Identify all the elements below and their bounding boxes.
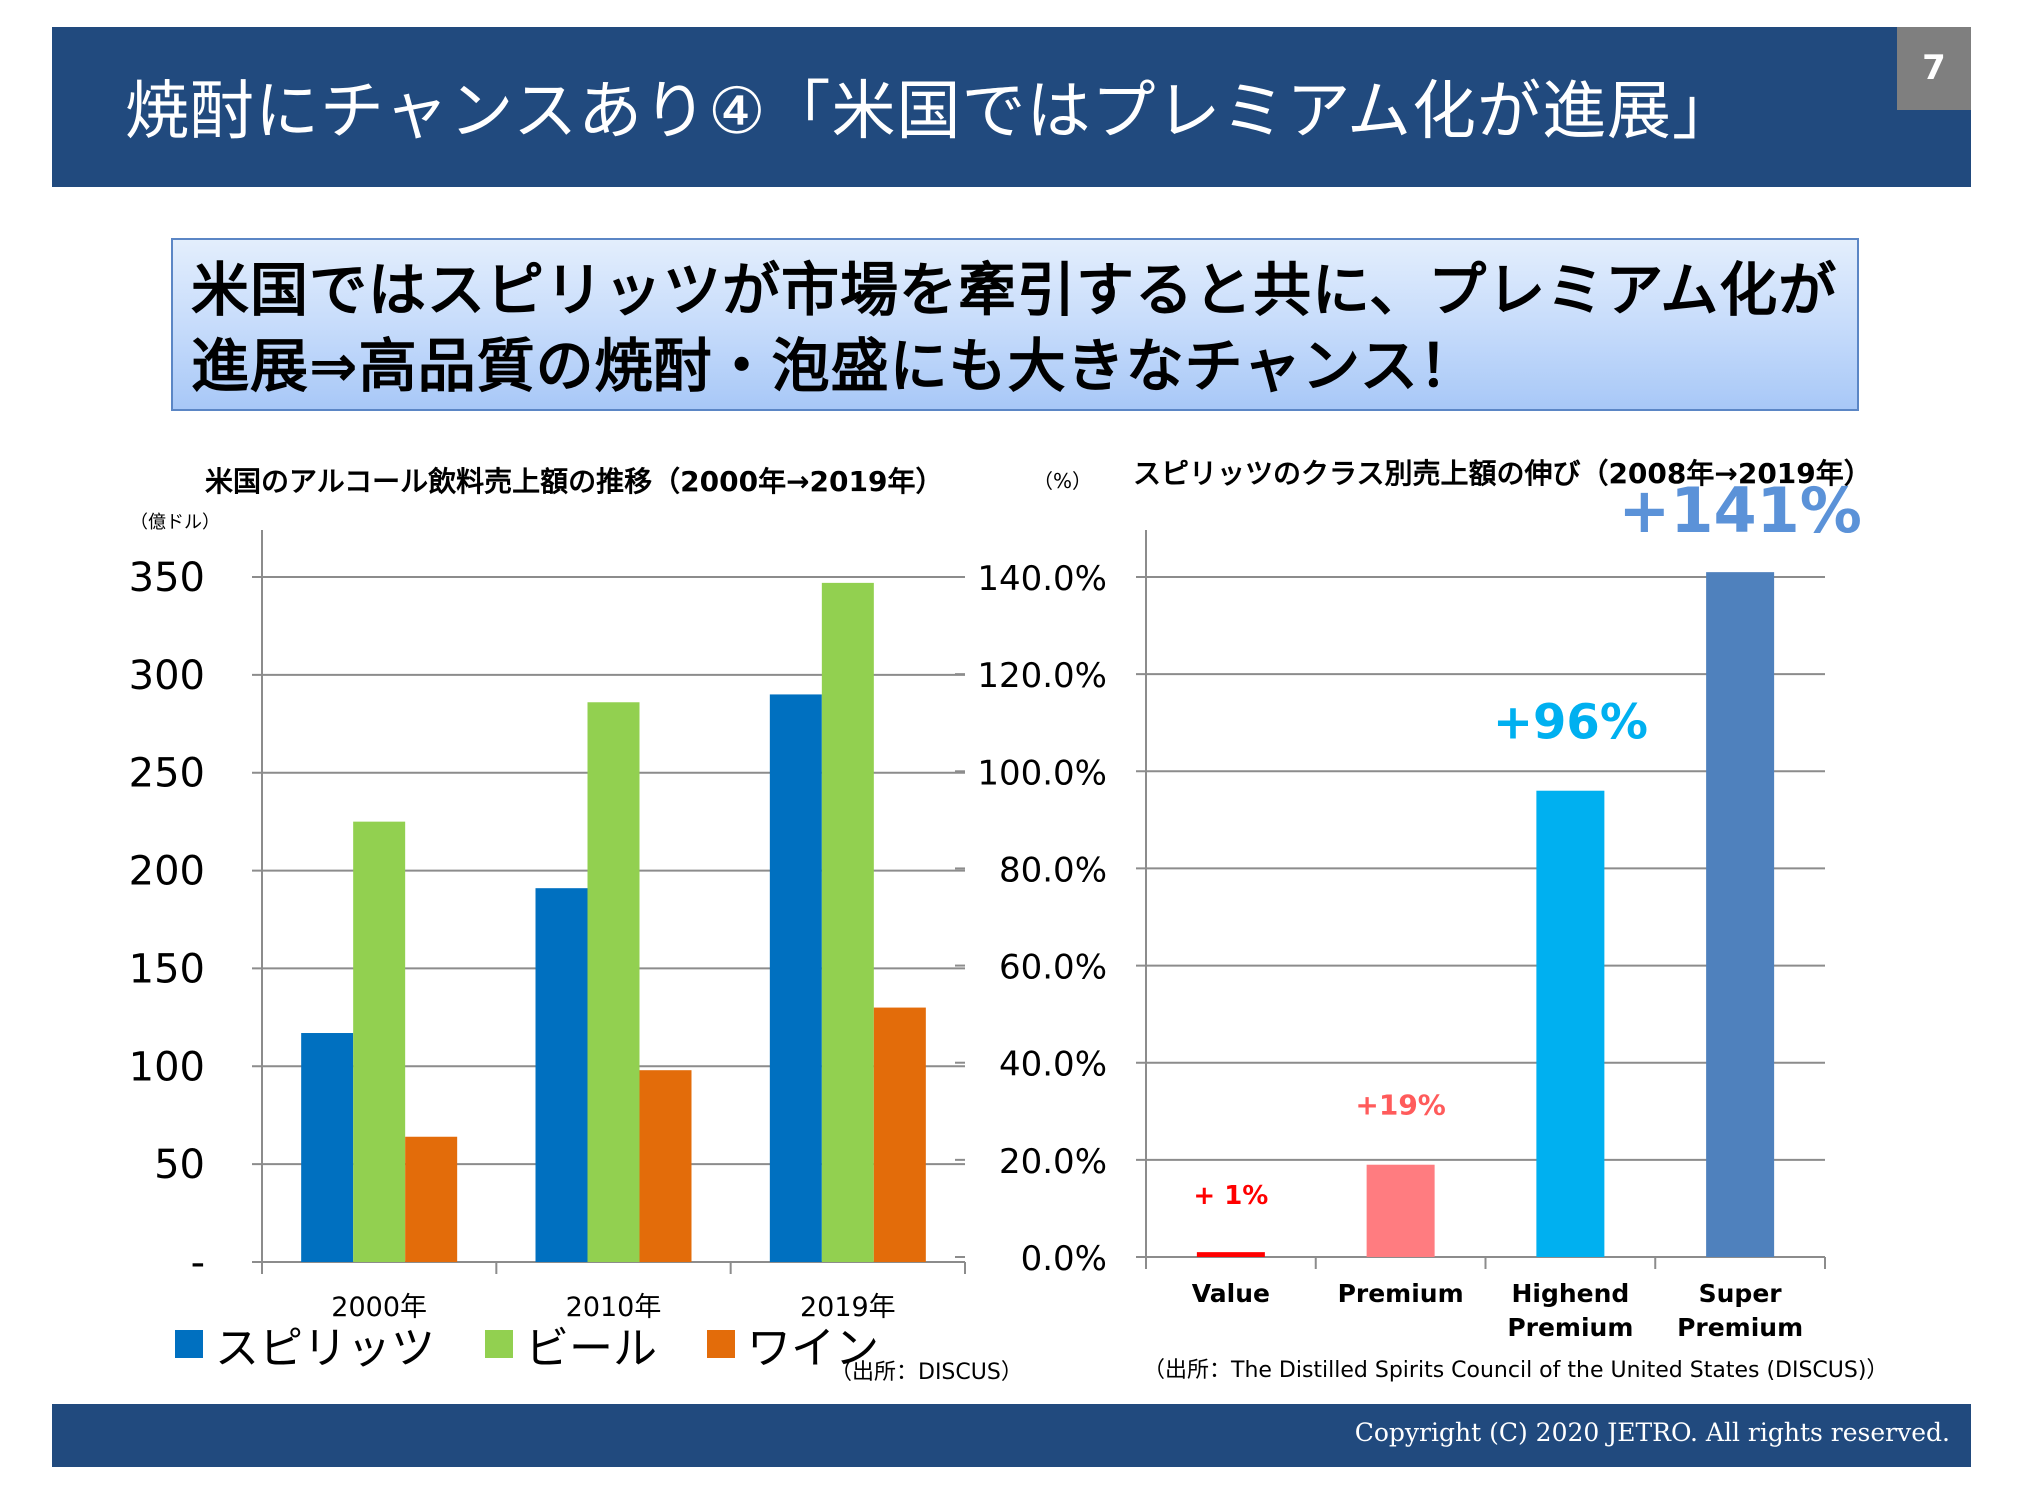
legend-label-spirits: スピリッツ [215,1323,435,1374]
left-chart-source: （出所：DISCUS） [830,1360,1023,1385]
right-bar [1196,1252,1265,1257]
right-data-label: +141% [1618,474,1862,547]
slide-title: 焼酎にチャンスあり④「米国ではプレミアム化が進展」 [125,75,1737,149]
left-bar-wine [639,1070,692,1262]
right-x-tick-label: Super [1699,1279,1783,1308]
left-y-tick-label: 300 [129,653,205,699]
right-bar [1366,1164,1435,1257]
left-y-tick-label: 200 [129,849,205,895]
left-y-tick-label: 50 [154,1142,205,1188]
right-x-tick-label: Highend [1511,1279,1629,1308]
key-message-box [171,238,1859,411]
slide-footer-bar [52,1404,1971,1467]
left-bar-spirits [301,1033,354,1262]
left-chart-legend: スピリッツ ビール ワイン [175,1312,879,1376]
left-bar-wine [405,1136,458,1262]
right-y-tick-label: 40.0% [999,1045,1107,1085]
copyright-text: Copyright (C) 2020 JETRO. All rights res… [1354,1418,1950,1447]
right-x-tick-label: Value [1192,1279,1270,1308]
left-bar-beer [353,821,406,1262]
right-chart-source: （出所：The Distilled Spirits Council of the… [1143,1358,1889,1383]
left-y-tick-label: 150 [129,946,205,992]
left-y-tick-label: 250 [129,751,205,797]
key-message-line-1: 米国ではスピリッツが市場を牽引すると共に、プレミアム化が [191,256,1838,324]
left-x-tick-label: 2000年 [331,1292,427,1323]
legend-swatch-beer [485,1330,513,1358]
legend-label-beer: ビール [525,1323,657,1374]
right-x-tick-label: Premium [1338,1279,1464,1308]
left-x-tick-label: 2019年 [800,1292,896,1323]
left-chart-y-unit: （億ドル） [130,512,220,533]
right-data-label: + 1% [1193,1181,1268,1211]
key-message-line-2: 進展⇒高品質の焼酎・泡盛にも大きなチャンス！ [191,332,1478,400]
legend-label-wine: ワイン [747,1323,879,1374]
left-chart-title: 米国のアルコール飲料売上額の推移（2000年→2019年） [205,465,944,498]
page-number: 7 [1897,27,1971,110]
right-bar [1706,572,1775,1257]
legend-item-spirits: スピリッツ [175,1312,435,1376]
right-y-tick-label: 120.0% [977,656,1107,696]
left-bar-beer [821,582,874,1262]
left-x-tick-label: 2010年 [566,1292,662,1323]
right-y-tick-label: 80.0% [999,850,1107,890]
right-x-tick-label: Premium [1507,1313,1633,1342]
right-y-tick-label: 20.0% [999,1142,1107,1182]
right-data-label: +96% [1493,695,1648,751]
right-chart-y-unit: （%） [1033,469,1093,493]
left-bar-wine [873,1007,926,1262]
right-y-tick-label: 0.0% [1021,1239,1107,1279]
left-y-tick-label: - [191,1240,205,1286]
right-x-tick-label: Premium [1677,1313,1803,1342]
legend-item-beer: ビール [485,1312,657,1376]
right-chart-title: スピリッツのクラス別売上額の伸び（2008年→2019年） [1133,457,1872,490]
right-y-tick-label: 100.0% [977,753,1107,793]
left-bar-beer [587,702,640,1262]
left-bar-spirits [769,694,822,1262]
right-data-label: +19% [1355,1089,1445,1122]
right-y-tick-label: 60.0% [999,948,1107,988]
left-y-tick-label: 100 [129,1044,205,1090]
legend-swatch-spirits [175,1330,203,1358]
key-message-text: 米国ではスピリッツが市場を牽引すると共に、プレミアム化が 進展⇒高品質の焼酎・泡… [191,252,1837,404]
slide-header-bar [52,27,1971,187]
legend-swatch-wine [707,1330,735,1358]
right-y-tick-label: 140.0% [977,559,1107,599]
left-bar-spirits [535,888,588,1262]
left-y-tick-label: 350 [129,555,205,601]
right-bar [1536,790,1605,1257]
legend-item-wine: ワイン [707,1312,879,1376]
